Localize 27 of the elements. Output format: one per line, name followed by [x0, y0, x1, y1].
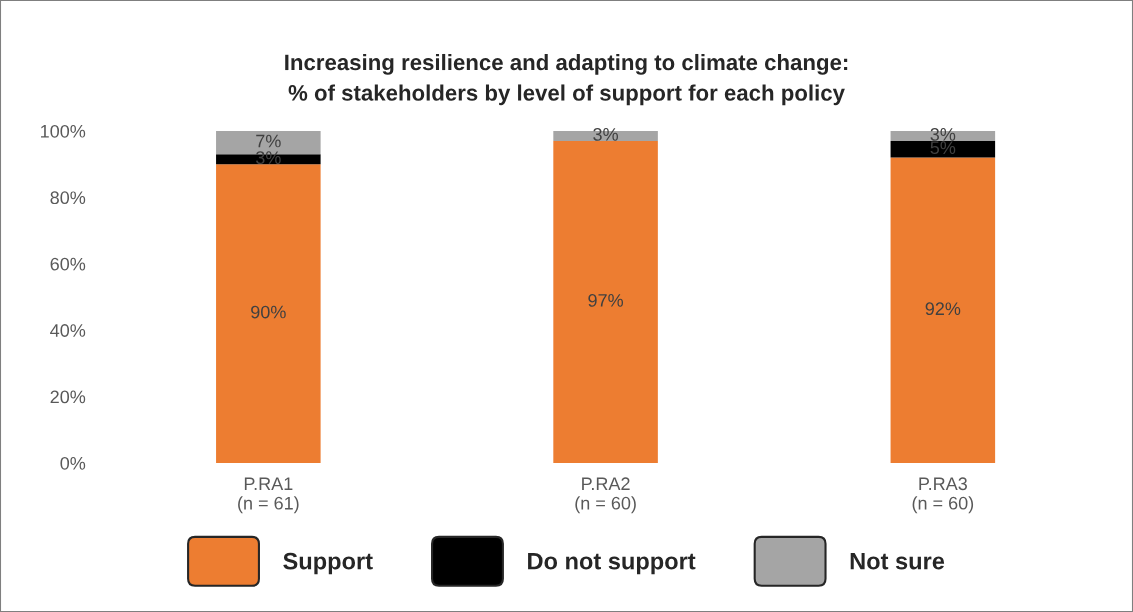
- bar: [553, 140, 658, 463]
- data-label: 92%: [925, 302, 961, 316]
- legend-label: Do not support: [528, 553, 696, 575]
- legend-label: Not sure: [850, 553, 945, 570]
- legend-label: Support: [283, 552, 373, 575]
- y-tick-label: 100%: [41, 124, 86, 138]
- data-label: 3%: [255, 151, 281, 165]
- data-label: 3%: [930, 128, 956, 141]
- y-tick-label: 20%: [50, 390, 86, 404]
- y-tick-label: 60%: [50, 257, 86, 271]
- x-tick-label: P.RA1 (n = 61): [238, 477, 299, 514]
- chart-title: Increasing resilience and adapting to climate change: % of stakeholders by level of support for each policy: [285, 53, 848, 106]
- bar: [553, 130, 658, 141]
- data-label: 97%: [588, 294, 624, 307]
- data-label: 7%: [256, 134, 281, 148]
- bar: [890, 157, 996, 463]
- x-tick-label: P.RA2 (n = 60): [575, 477, 636, 514]
- y-tick-label: 80%: [50, 191, 86, 205]
- data-label: 3%: [593, 128, 618, 141]
- data-label: 90%: [251, 305, 286, 319]
- bar: [890, 130, 996, 141]
- y-tick-label: 40%: [50, 324, 86, 337]
- y-tick-label: 0%: [60, 456, 86, 470]
- data-label: 5%: [930, 141, 956, 155]
- bar: [890, 140, 996, 158]
- bar: [216, 164, 321, 463]
- x-tick-label: P.RA3 (n = 60): [912, 477, 974, 514]
